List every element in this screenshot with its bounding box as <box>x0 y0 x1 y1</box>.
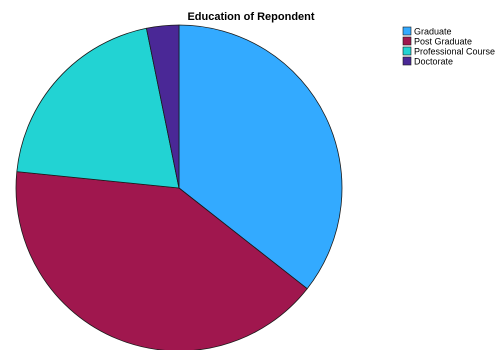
pie-slice-doctorate <box>146 24 180 189</box>
pie-slices <box>15 24 343 350</box>
legend-swatch-post-graduate <box>402 36 412 46</box>
legend-swatch-graduate <box>402 26 412 36</box>
legend-swatch-professional-course <box>402 46 412 56</box>
pie-slice-post-graduate <box>15 171 308 350</box>
legend-label-post-graduate: Post Graduate <box>414 37 472 47</box>
legend-swatch-doctorate <box>402 56 412 66</box>
legend-label-graduate: Graduate <box>414 27 452 37</box>
chart-title: Education of Repondent <box>187 11 314 23</box>
pie-slice-professional-course <box>16 27 180 189</box>
legend-label-doctorate: Doctorate <box>414 57 453 67</box>
legend-label-professional-course: Professional Course <box>414 47 495 57</box>
pie-slice-graduate <box>178 24 343 290</box>
